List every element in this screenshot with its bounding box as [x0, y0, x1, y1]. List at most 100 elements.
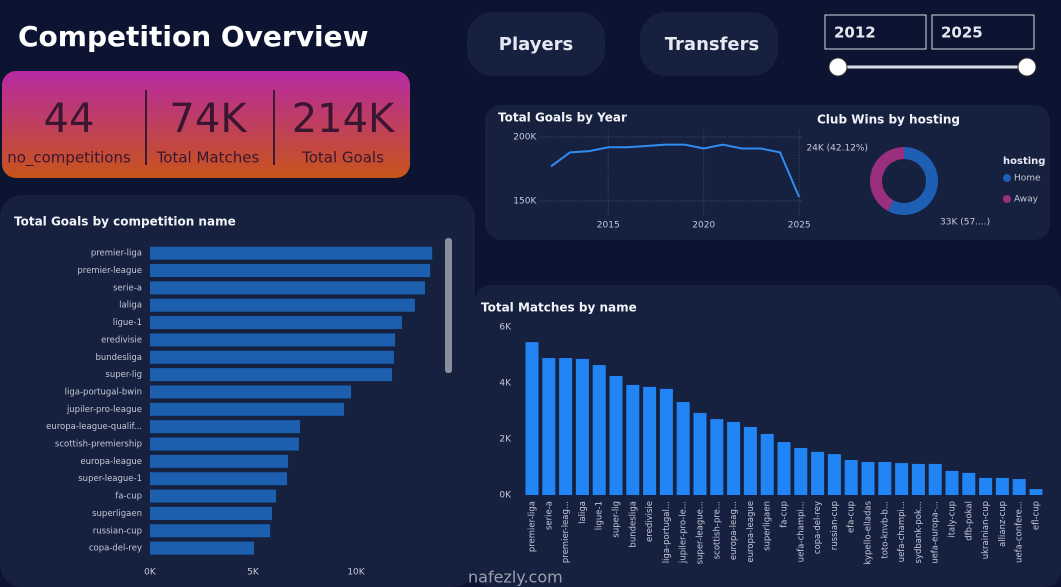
x-tick-label: copa-del-rey [813, 501, 823, 554]
x-tick-label: superligaen [763, 501, 773, 551]
bar [150, 350, 394, 364]
bar [150, 489, 277, 503]
bar [928, 463, 942, 495]
bar [643, 386, 657, 495]
year-from[interactable]: 2012 [834, 24, 876, 42]
bar [150, 333, 396, 347]
y-tick-label: russian-cup [93, 526, 142, 536]
bar [150, 506, 272, 520]
kpi-value: 44 [44, 96, 95, 142]
year-input[interactable] [931, 14, 1035, 50]
y-tick-label: fa-cup [115, 492, 142, 502]
y-tick-label: liga-portugal-bwin [65, 387, 142, 397]
x-tick-label: super-league... [696, 501, 706, 564]
kpi-value: 214K [292, 96, 396, 142]
x-tick-label: allianz-cup [998, 501, 1008, 547]
slider-handle[interactable] [828, 57, 848, 77]
bar [710, 419, 724, 495]
watermark: nafezly.com [468, 568, 563, 587]
legend-label: Away [1014, 195, 1039, 205]
x-tick-label: premier-leag... [561, 501, 571, 563]
kpi-label: no_competitions [7, 149, 131, 168]
chart-title: Club Wins by hosting [817, 113, 960, 127]
bar [1012, 479, 1026, 495]
data-label: 24K (42.12%) [806, 144, 868, 154]
chart-title: Total Goals by Year [498, 111, 627, 125]
x-tick-label: 0K [144, 568, 157, 578]
x-tick-label: serie-a [544, 501, 554, 530]
x-tick-label: super-lig [612, 501, 622, 538]
y-tick-label: scottish-premiership [55, 440, 142, 450]
y-tick-label: 150K [513, 197, 537, 207]
bar [693, 412, 707, 495]
legend-swatch [1003, 195, 1011, 203]
x-tick-label: sydbank-pok... [914, 501, 924, 563]
y-tick-label: premier-league [77, 266, 142, 276]
nav-button[interactable] [467, 12, 605, 76]
year-to[interactable]: 2025 [941, 24, 983, 42]
x-tick-label: uefa-champi... [897, 501, 907, 562]
bar [659, 388, 673, 495]
x-tick-label: 5K [247, 568, 260, 578]
x-tick-label: russian-cup [830, 501, 840, 550]
x-tick-label: 2015 [597, 221, 620, 231]
x-tick-label: bundesliga [628, 501, 638, 548]
bar [895, 463, 909, 495]
y-tick-label: 6K [499, 323, 512, 333]
bar [945, 470, 959, 495]
bar [559, 358, 573, 495]
donut-slice [887, 147, 939, 215]
y-tick-label: bundesliga [95, 353, 142, 363]
kpi-label: Total Matches [156, 149, 260, 167]
y-tick-label: super-lig [105, 370, 142, 380]
bar [743, 426, 757, 495]
bar [150, 246, 433, 260]
bar [525, 342, 539, 495]
bar [979, 477, 993, 495]
bar [911, 463, 925, 495]
nav-button[interactable] [640, 12, 778, 76]
x-tick-label: toto-knvb-b... [880, 501, 890, 559]
y-tick-label: jupiler-pro-league [66, 405, 142, 415]
nav-button-label[interactable]: Players [499, 34, 574, 55]
x-tick-label: ligue-1 [595, 501, 605, 530]
y-tick-label: europa-league-qualif... [46, 422, 142, 432]
chart-title: Total Goals by competition name [14, 215, 236, 229]
y-tick-label: 4K [499, 379, 512, 389]
x-tick-label: kypello-elladas [864, 500, 874, 564]
year-input[interactable] [824, 14, 927, 50]
x-tick-label: europa-leag... [729, 501, 739, 560]
nav-button-label[interactable]: Transfers [665, 34, 759, 55]
bar [592, 365, 606, 495]
bar [794, 447, 808, 495]
y-tick-label: premier-liga [91, 249, 142, 259]
x-tick-label: eredivisie [645, 501, 655, 542]
bar [150, 368, 393, 382]
slider-handle[interactable] [1017, 57, 1037, 77]
bar [827, 454, 841, 495]
x-tick-label: italy-cup [948, 501, 958, 538]
bar [150, 298, 415, 312]
data-label: 33K (57....) [940, 218, 990, 228]
bar [844, 460, 858, 495]
bar [150, 385, 352, 399]
y-tick-label: 200K [513, 133, 537, 143]
scrollbar[interactable] [445, 238, 452, 373]
x-tick-label: dfb-pokal [964, 501, 974, 541]
legend-label: Home [1014, 174, 1041, 184]
donut-slice [870, 147, 904, 211]
bar [861, 461, 875, 495]
x-tick-label: uefa-champi... [796, 501, 806, 562]
bar [150, 281, 426, 295]
chart-title: Total Matches by name [481, 301, 637, 315]
x-tick-label: fa-cup [780, 501, 790, 528]
bar [995, 477, 1009, 495]
x-tick-label: scottish-pre... [712, 501, 722, 559]
bar [676, 402, 690, 495]
bar [962, 472, 976, 495]
y-tick-label: superligaen [92, 509, 142, 519]
legend-title: hosting [1003, 156, 1045, 167]
bar [150, 264, 431, 278]
x-tick-label: efa-cup [847, 501, 857, 533]
bar [609, 376, 623, 495]
